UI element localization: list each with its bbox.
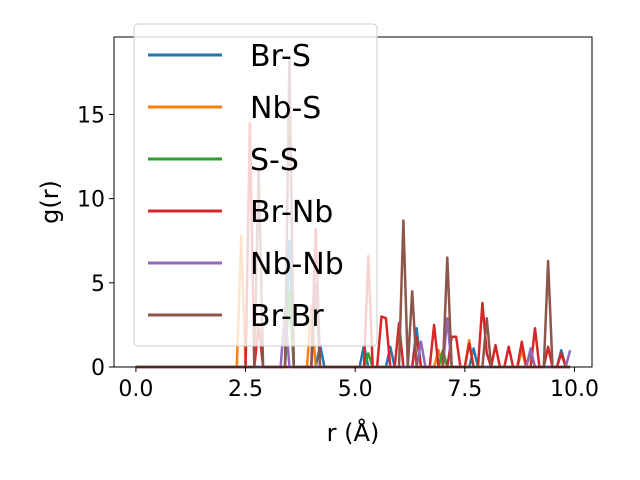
x-tick-label: 2.5: [228, 377, 263, 402]
x-tick-label: 10.0: [550, 377, 599, 402]
x-tick-label: 0.0: [118, 377, 153, 402]
legend-label: Nb-Nb: [250, 247, 344, 282]
x-axis-label: r (Å): [327, 418, 380, 447]
legend-label: Nb-S: [250, 91, 321, 126]
legend-label: Br-Nb: [250, 195, 333, 230]
legend-label: Br-S: [250, 39, 311, 74]
y-tick-label: 0: [91, 356, 105, 381]
legend: Br-S Nb-S S-S Br-Nb Nb-Nb Br-Br: [133, 23, 378, 347]
y-axis-label: g(r): [36, 180, 64, 224]
legend-label: S-S: [250, 143, 299, 178]
y-tick-label: 5: [91, 272, 105, 297]
legend-label: Br-Br: [250, 299, 324, 334]
y-tick-label: 10: [77, 188, 105, 213]
y-tick-label: 15: [77, 103, 105, 128]
x-tick-label: 7.5: [447, 377, 482, 402]
axis-ticks-layer: 0.0 2.5 5.0 7.5 10.0 0 5 10 15: [77, 103, 599, 402]
x-tick-label: 5.0: [338, 377, 373, 402]
legend-box: [133, 23, 378, 347]
